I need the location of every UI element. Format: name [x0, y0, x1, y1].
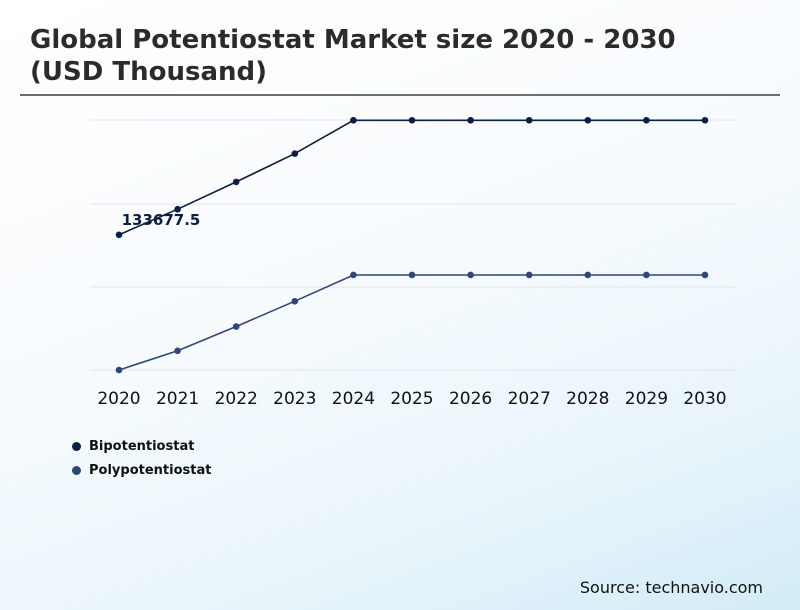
title-divider	[20, 94, 780, 96]
line-chart: 133677.5 2020 2021 2022 2023 2024 2025 2026 202…	[90, 116, 736, 409]
legend-item-polypotentiostat[interactable]: Polypotentiostat	[72, 458, 211, 482]
data-labels: 133677.5	[122, 211, 201, 229]
legend: Bipotentiostat Polypotentiostat	[72, 434, 211, 482]
legend-marker-polypotentiostat	[72, 465, 81, 475]
x-tick-label: 2023	[273, 389, 316, 409]
x-tick-label: 2029	[625, 389, 668, 409]
data-point-bipotentiostat[interactable]	[467, 116, 474, 124]
data-point-polypotentiostat[interactable]	[525, 271, 533, 279]
data-point-bipotentiostat[interactable]	[115, 231, 123, 239]
x-tick-label: 2022	[215, 389, 258, 409]
x-tick-label: 2027	[508, 389, 551, 409]
x-tick-label: 2026	[449, 389, 492, 409]
data-point-polypotentiostat[interactable]	[174, 347, 181, 355]
data-point-bipotentiostat[interactable]	[174, 205, 181, 213]
data-point-bipotentiostat[interactable]	[350, 116, 357, 124]
data-point-bipotentiostat[interactable]	[232, 178, 240, 186]
data-point-polypotentiostat[interactable]	[232, 323, 240, 330]
x-tick-label: 2024	[332, 389, 375, 409]
x-tick-label: 2021	[156, 389, 199, 409]
legend-label-polypotentiostat: Polypotentiostat	[89, 462, 212, 478]
data-point-polypotentiostat[interactable]	[350, 271, 357, 279]
source-credit: Source: technavio.com	[579, 578, 763, 597]
legend-marker-bipotentiostat	[72, 441, 81, 451]
x-axis-ticks: 2020 2021 2022 2023 2024 2025 2026 2027 2028 2029…	[97, 389, 726, 409]
data-point-polypotentiostat[interactable]	[291, 297, 299, 305]
legend-label-bipotentiostat: Bipotentiostat	[89, 438, 195, 454]
series-line-polypotentiostat	[118, 274, 705, 371]
chart-title: Global Potentiostat Market size 2020 - 2…	[30, 25, 676, 87]
data-point-bipotentiostat[interactable]	[291, 150, 299, 157]
data-point-polypotentiostat[interactable]	[584, 271, 592, 279]
data-point-polypotentiostat[interactable]	[467, 271, 474, 279]
data-point-bipotentiostat[interactable]	[643, 116, 650, 124]
x-tick-label: 2028	[566, 389, 609, 409]
gridlines	[90, 119, 736, 371]
data-point-bipotentiostat[interactable]	[584, 116, 592, 124]
data-point-polypotentiostat[interactable]	[408, 271, 416, 279]
data-point-polypotentiostat[interactable]	[643, 271, 650, 279]
legend-item-bipotentiostat[interactable]: Bipotentiostat	[72, 434, 211, 458]
x-tick-label: 2025	[390, 389, 433, 409]
data-label: 133677.5	[122, 211, 201, 229]
x-tick-label: 2020	[97, 389, 140, 409]
x-tick-label: 2030	[683, 389, 726, 409]
series-lines	[115, 116, 709, 374]
data-point-bipotentiostat[interactable]	[408, 116, 416, 124]
data-point-polypotentiostat[interactable]	[701, 271, 709, 279]
series-line-bipotentiostat	[118, 119, 705, 236]
data-point-bipotentiostat[interactable]	[701, 116, 709, 124]
data-point-polypotentiostat[interactable]	[115, 366, 123, 374]
data-point-bipotentiostat[interactable]	[525, 116, 533, 124]
